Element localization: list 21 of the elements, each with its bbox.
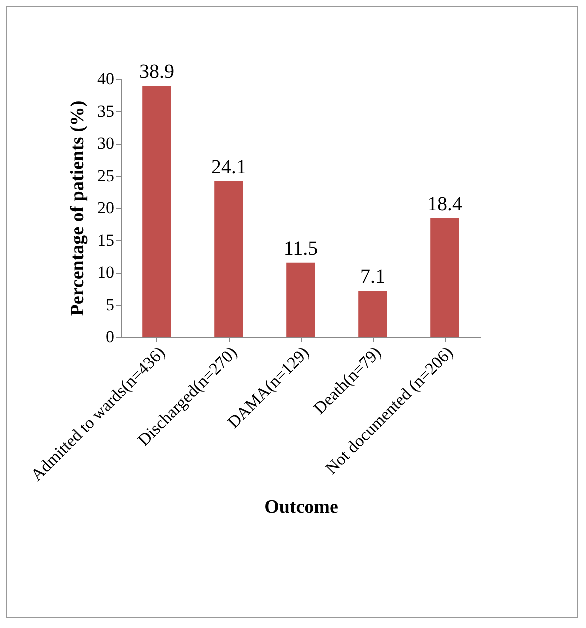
y-tick-label: 35 <box>98 102 114 121</box>
bar <box>214 182 244 337</box>
data-label: 7.1 <box>360 266 386 288</box>
bar <box>358 291 388 337</box>
y-tick-label: 5 <box>106 295 114 314</box>
x-axis-title: Outcome <box>264 497 338 518</box>
y-tick-label: 10 <box>98 263 114 282</box>
data-label: 24.1 <box>212 156 246 179</box>
bar <box>286 262 316 337</box>
data-label: 11.5 <box>284 238 318 260</box>
y-axis-title: Percentage of patients (%) <box>68 100 88 316</box>
bar <box>430 218 460 337</box>
data-label: 18.4 <box>428 193 462 216</box>
bar <box>142 86 172 337</box>
y-tick-label: 30 <box>98 134 114 153</box>
y-tick-label: 0 <box>106 328 114 346</box>
y-tick-label: 20 <box>98 198 114 218</box>
y-tick-label: 15 <box>98 230 114 250</box>
data-label: 38.9 <box>140 61 174 84</box>
y-tick-label: 25 <box>98 166 114 186</box>
y-tick-label: 40 <box>98 70 114 88</box>
